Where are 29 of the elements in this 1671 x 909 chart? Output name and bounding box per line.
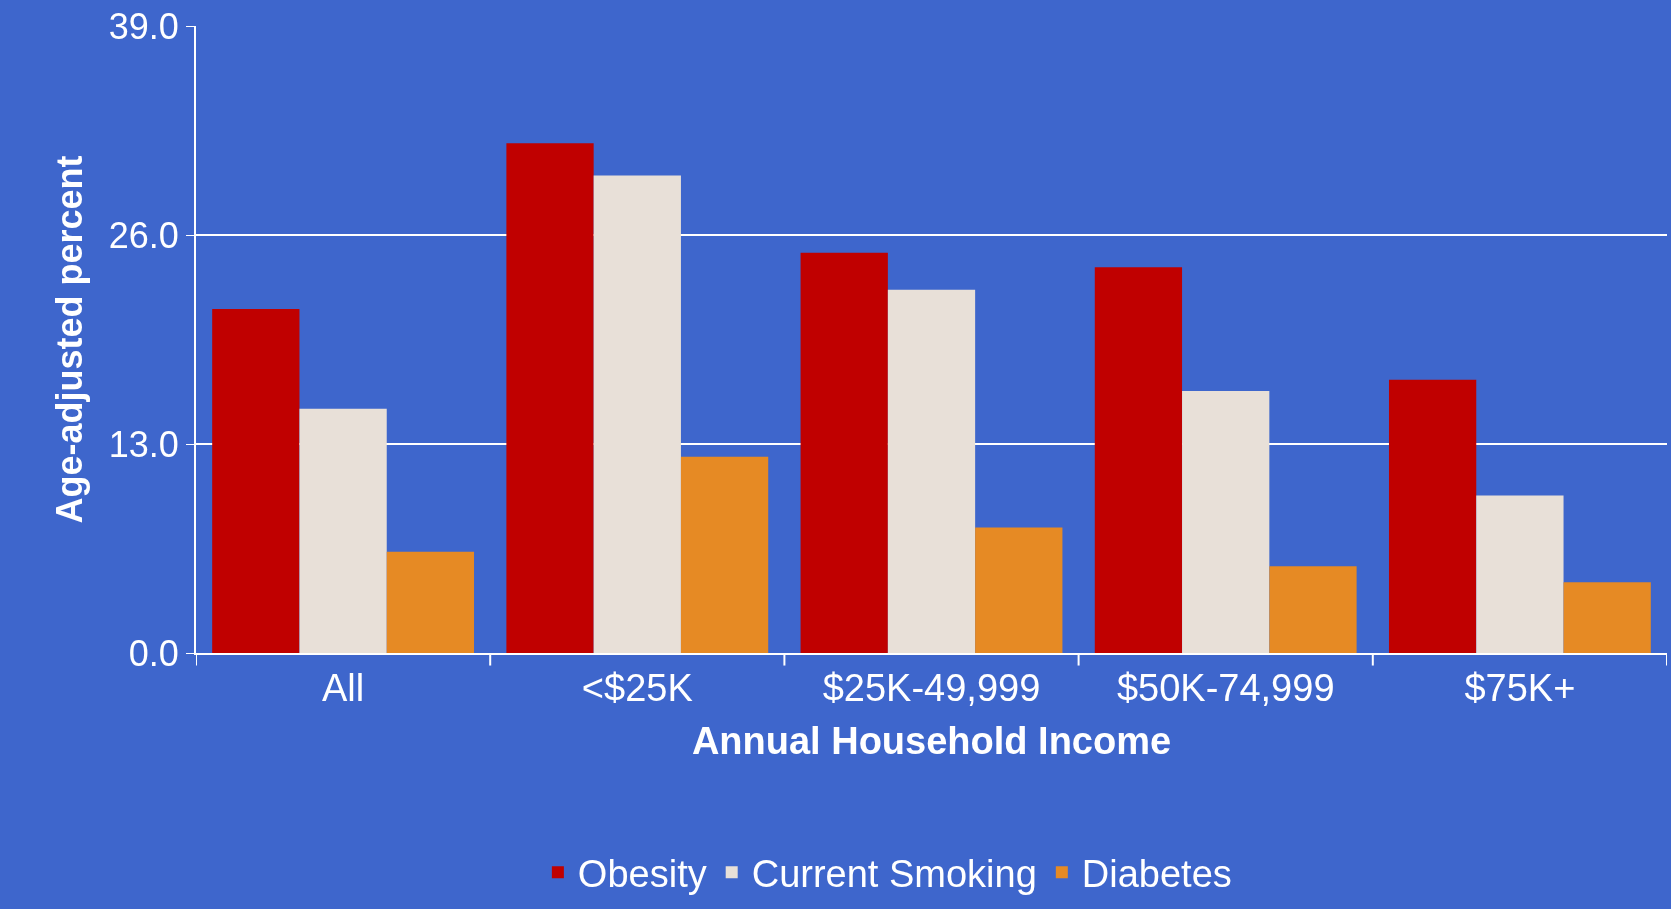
bar: [680, 456, 769, 653]
bar: [506, 143, 594, 653]
bar: [212, 308, 300, 653]
y-tick-label: 13.0: [108, 423, 179, 465]
bar: [299, 408, 387, 653]
y-tick-label: 39.0: [108, 5, 179, 47]
bar: [386, 551, 475, 653]
x-tick-label: $75K+: [1464, 666, 1576, 709]
bar: [1182, 390, 1270, 653]
x-tick-label: <$25K: [581, 666, 693, 709]
bar: [1388, 379, 1477, 653]
bar: [1563, 582, 1651, 653]
bar: [1476, 495, 1564, 653]
bar: [1269, 566, 1357, 653]
bar: [887, 289, 976, 653]
y-tick-label: 26.0: [108, 214, 179, 256]
x-axis-title: Annual Household Income: [691, 720, 1172, 763]
bar: [593, 175, 681, 653]
x-tick-label: $50K-74,999: [1116, 666, 1335, 709]
legend-label: Obesity: [577, 853, 707, 896]
legend-label: Diabetes: [1081, 853, 1232, 896]
legend-label: Current Smoking: [751, 853, 1037, 896]
bar: [800, 252, 888, 653]
y-axis-title: Age-adjusted percent: [49, 155, 91, 524]
y-tick-label: 0.0: [128, 632, 179, 674]
x-tick-label: All: [321, 666, 365, 709]
bar: [975, 527, 1063, 653]
bar: [1094, 267, 1183, 653]
x-tick-label: $25K-49,999: [822, 666, 1041, 709]
